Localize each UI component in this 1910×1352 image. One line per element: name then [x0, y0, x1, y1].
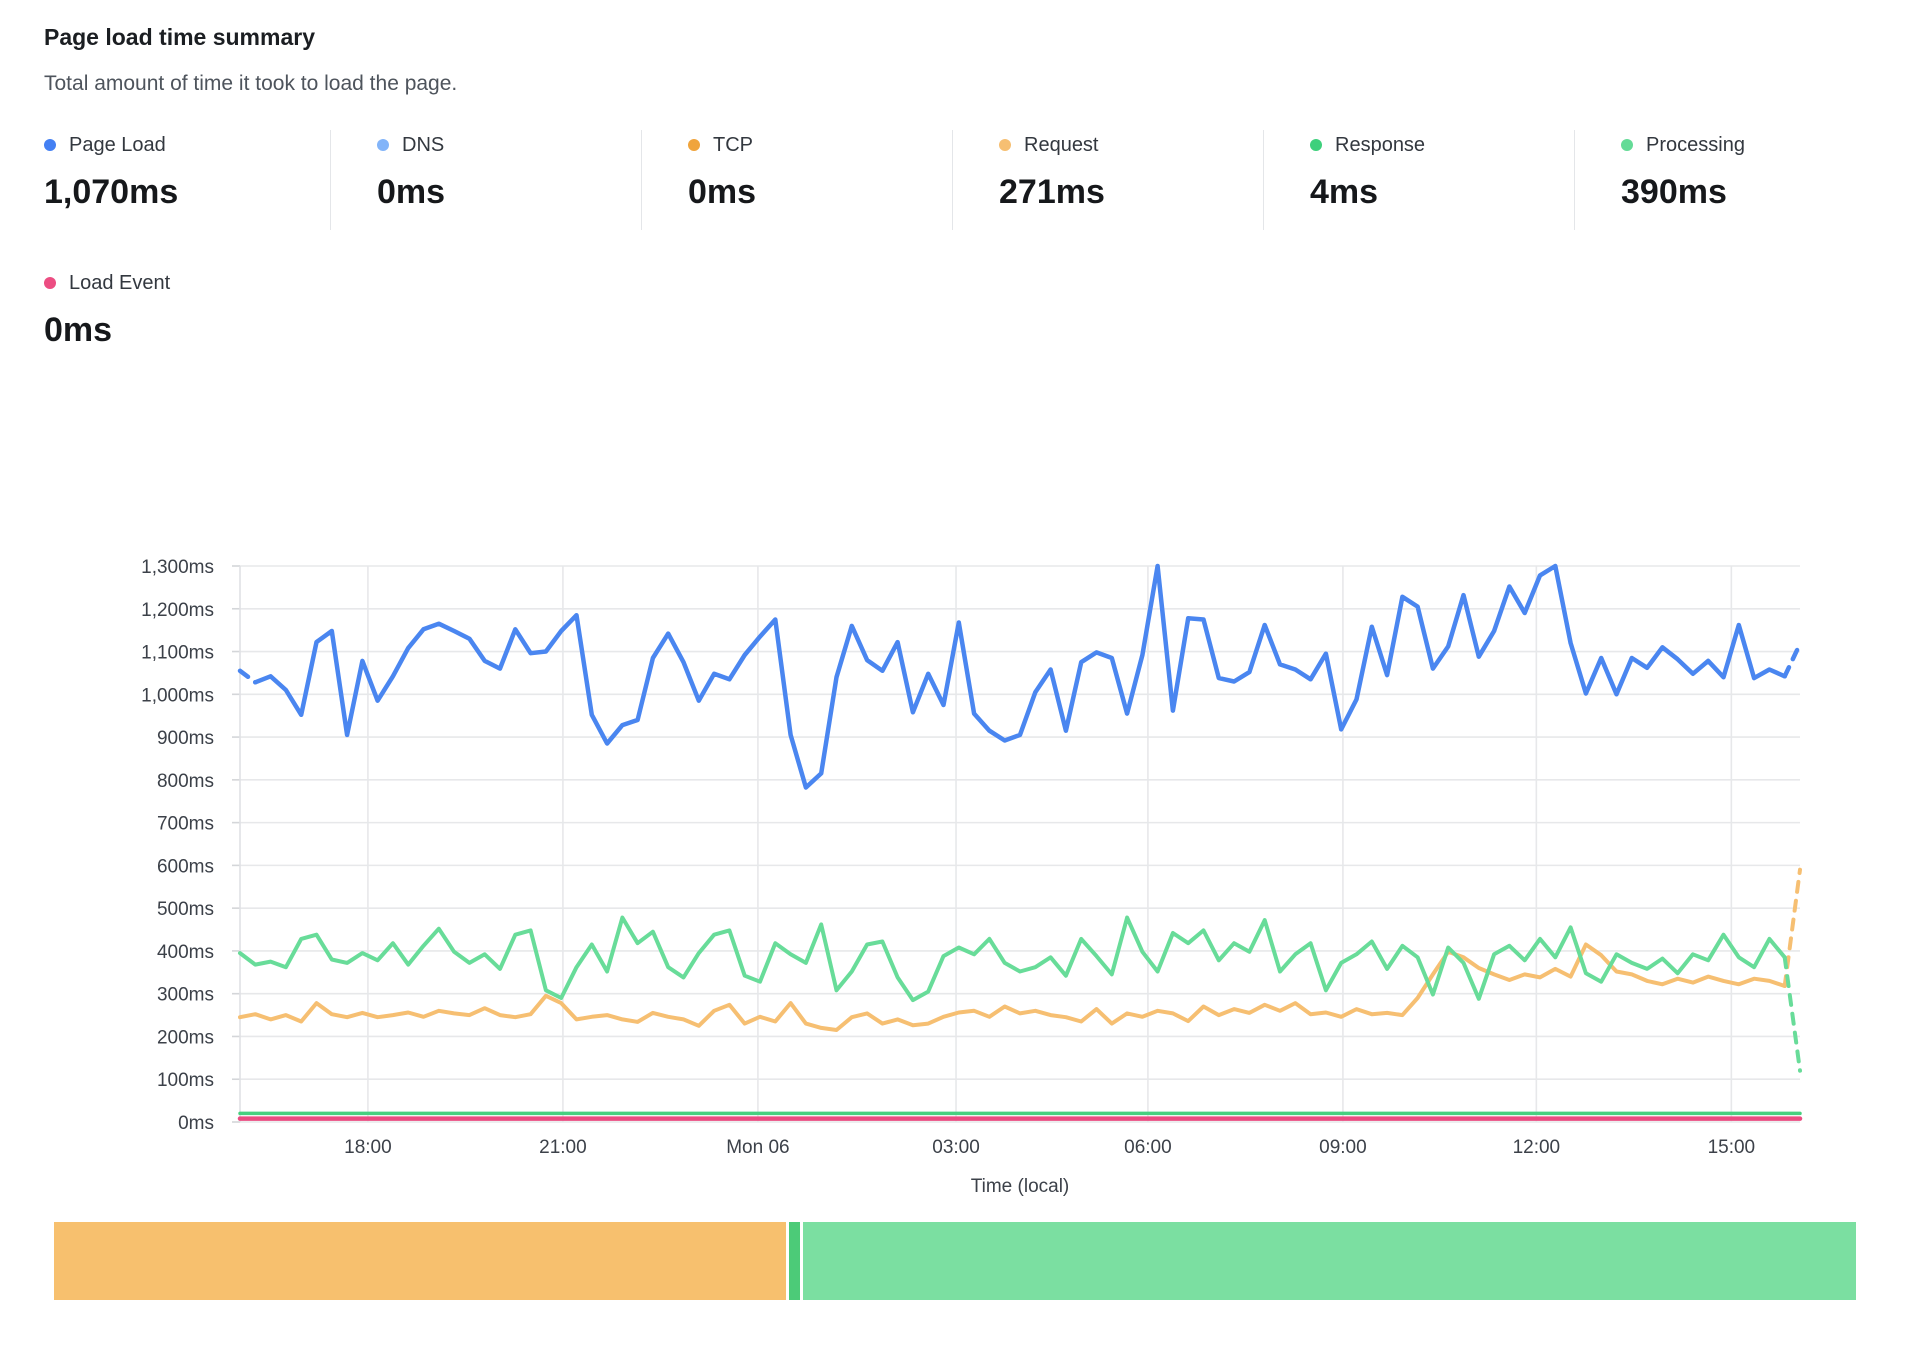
- dns-legend-dot: [377, 139, 389, 151]
- chart-series-line: [1782, 641, 1803, 679]
- metric-tcp[interactable]: TCP 0ms: [641, 130, 952, 230]
- chart-series-line: [1782, 955, 1802, 1073]
- metric-response[interactable]: Response 4ms: [1263, 130, 1574, 230]
- breakdown-segment-response: [788, 1222, 800, 1300]
- metric-label: TCP: [713, 134, 753, 156]
- y-tick-label: 300ms: [157, 985, 214, 1006]
- metrics-summary-row: Page Load 1,070ms DNS 0ms TCP 0ms Reques…: [44, 130, 1885, 230]
- metric-request[interactable]: Request 271ms: [952, 130, 1263, 230]
- page-title: Page load time summary: [44, 24, 315, 50]
- metrics-summary-row-2: Load Event 0ms: [44, 268, 230, 368]
- metric-dns[interactable]: DNS 0ms: [330, 130, 641, 230]
- y-tick-label: 1,300ms: [141, 557, 214, 578]
- x-tick-label: 12:00: [1513, 1137, 1561, 1158]
- x-tick-label: 06:00: [1124, 1137, 1172, 1158]
- chart-series-line: [238, 942, 1787, 1032]
- metric-page-load[interactable]: Page Load 1,070ms: [44, 130, 330, 230]
- metric-value: 271ms: [999, 173, 1105, 211]
- metric-value: 390ms: [1621, 173, 1727, 211]
- request-legend-dot: [999, 139, 1011, 151]
- metric-label: Response: [1335, 134, 1426, 156]
- y-tick-label: 1,100ms: [141, 643, 214, 664]
- x-tick-label: Mon 06: [726, 1137, 789, 1158]
- page-subtitle: Total amount of time it took to load the…: [44, 72, 458, 95]
- y-tick-label: 600ms: [157, 856, 214, 877]
- processing-legend-dot: [1621, 139, 1633, 151]
- x-tick-label: 09:00: [1319, 1137, 1367, 1158]
- y-tick-label: 100ms: [157, 1070, 214, 1091]
- x-tick-label: 03:00: [932, 1137, 980, 1158]
- metric-label: Processing: [1646, 134, 1745, 156]
- metric-label: DNS: [402, 134, 445, 156]
- y-tick-label: 0ms: [178, 1113, 214, 1134]
- metric-processing[interactable]: Processing 390ms: [1574, 130, 1885, 230]
- breakdown-segment-request: [54, 1222, 786, 1300]
- y-tick-label: 700ms: [157, 814, 214, 835]
- tcp-legend-dot: [688, 139, 700, 151]
- metric-label: Load Event: [69, 272, 171, 294]
- y-tick-label: 500ms: [157, 899, 214, 920]
- y-tick-label: 900ms: [157, 728, 214, 749]
- x-tick-label: 18:00: [344, 1137, 392, 1158]
- metric-value: 0ms: [44, 311, 113, 349]
- page-load-time-line-chart[interactable]: 0ms 100ms 200ms 300ms 400ms 500ms 600ms 700ms 80…: [0, 540, 1910, 1240]
- y-tick-label: 1,200ms: [141, 600, 214, 621]
- metric-value: 0ms: [377, 173, 446, 211]
- x-axis-title: Time (local): [971, 1176, 1070, 1197]
- metric-load-event[interactable]: Load Event 0ms: [44, 268, 230, 368]
- metric-value: 0ms: [688, 173, 757, 211]
- x-tick-label: 15:00: [1708, 1137, 1756, 1158]
- response-legend-dot: [1310, 139, 1322, 151]
- y-tick-label: 1,000ms: [141, 685, 214, 706]
- y-tick-label: 400ms: [157, 942, 214, 963]
- metric-value: 4ms: [1310, 173, 1379, 211]
- chart-series-line: [253, 563, 1787, 790]
- chart-series-line: [238, 915, 1787, 1003]
- metric-label: Page Load: [69, 134, 166, 156]
- breakdown-segment-processing: [802, 1222, 1856, 1300]
- load-event-legend-dot: [44, 277, 56, 289]
- y-tick-label: 800ms: [157, 771, 214, 792]
- metric-label: Request: [1024, 134, 1099, 156]
- metric-value: 1,070ms: [44, 173, 179, 211]
- x-tick-label: 21:00: [539, 1137, 587, 1158]
- chart-series-line: [237, 668, 258, 685]
- y-tick-label: 200ms: [157, 1027, 214, 1048]
- page-load-legend-dot: [44, 139, 56, 151]
- timing-breakdown-bar: [54, 1222, 1856, 1300]
